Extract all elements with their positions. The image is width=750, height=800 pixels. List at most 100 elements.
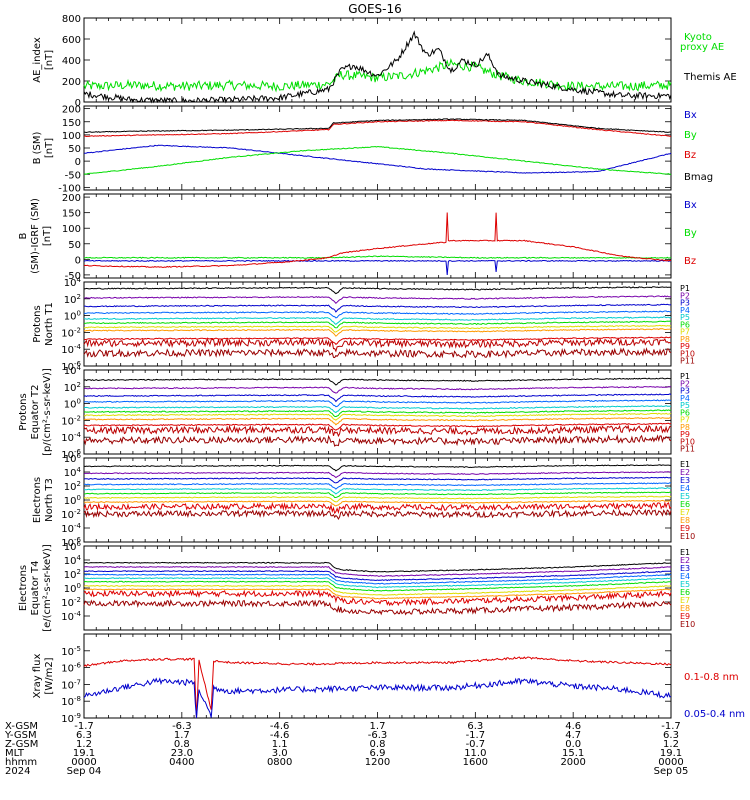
y-tick-label: 10-4 — [61, 431, 81, 444]
legend-e7: E7 — [680, 508, 690, 517]
footer-value: 1.7 — [370, 721, 386, 732]
legend-kyoto: Kyoto — [684, 32, 712, 43]
legend-bx: Bx — [684, 110, 697, 121]
series-e6 — [83, 491, 672, 498]
panel-frame-5 — [83, 457, 672, 543]
series-bx — [83, 144, 672, 174]
series-p2 — [83, 385, 672, 394]
y-tick-label: 50 — [68, 240, 81, 251]
footer-row-label: Z-GSM — [5, 739, 38, 750]
series-kyoto-ae — [83, 58, 672, 93]
legend-bz: Bz — [684, 256, 696, 267]
y-tick-label: 10-7 — [61, 678, 81, 691]
series-e7 — [83, 584, 672, 596]
y-tick-label: -100 — [58, 183, 81, 194]
footer-value: 6.3 — [467, 721, 483, 732]
legend-e9: E9 — [680, 524, 690, 533]
footer-value: 4.6 — [565, 721, 581, 732]
series-e1 — [83, 561, 671, 573]
y-tick-label: 200 — [62, 105, 81, 116]
legend-e10: E10 — [680, 532, 695, 541]
footer-value: -0.7 — [466, 739, 486, 750]
legend-e8: E8 — [680, 604, 690, 613]
y-tick-label: 10-2 — [61, 414, 81, 427]
footer-value: 1.2 — [663, 739, 679, 750]
legend-p1: P1 — [680, 372, 690, 381]
series-p5 — [83, 405, 672, 414]
series-p3 — [83, 393, 672, 403]
ylabel-text: [p/(cm²-s-sr-keV)] — [42, 368, 53, 456]
y-tick-label: 10-2 — [61, 508, 81, 521]
legend-e9: E9 — [680, 612, 690, 621]
y-tick-label: 10-4 — [61, 522, 81, 535]
y-tick-label: 102 — [64, 293, 81, 306]
footer-value: 1600 — [463, 757, 488, 768]
series-e1 — [83, 464, 671, 472]
series-e10 — [83, 598, 672, 616]
y-tick-label: 200 — [62, 77, 81, 88]
series-p1 — [83, 377, 672, 386]
legend-e2: E2 — [680, 468, 690, 477]
y-tick-label: 10-6 — [61, 662, 81, 675]
legend-xray-long: 0.1-0.8 nm — [684, 672, 739, 683]
legend-e4: E4 — [680, 572, 690, 581]
series-e5 — [84, 487, 672, 495]
legend-e3: E3 — [680, 476, 690, 485]
y-tick-label: 150 — [62, 209, 81, 220]
series-e4 — [84, 482, 672, 490]
footer-value: 1.2 — [76, 739, 92, 750]
legend-e3: E3 — [680, 564, 690, 573]
legend-kyoto: proxy AE — [680, 42, 724, 53]
y-tick-label: 0 — [75, 255, 81, 266]
series-p6 — [83, 409, 672, 418]
footer-value: -6.3 — [368, 730, 388, 741]
legend-e2: E2 — [680, 556, 690, 565]
y-tick-label: 10-2 — [61, 326, 81, 339]
footer-value: 0800 — [267, 757, 292, 768]
legend-e6: E6 — [680, 500, 690, 509]
legend-xray-short: 0.05-0.4 nm — [684, 709, 745, 720]
ylabel-text: AE_index — [32, 37, 43, 83]
legend-p7: P7 — [680, 328, 690, 337]
legend-p6: P6 — [680, 408, 690, 417]
series-e2 — [83, 471, 672, 479]
y-tick-label: 102 — [64, 381, 81, 394]
footer-value: -1.7 — [661, 721, 681, 732]
ylabel-text: Protons — [18, 393, 29, 430]
series-p8 — [83, 416, 672, 426]
y-tick-label: 0 — [75, 98, 81, 109]
series-diff-bz — [83, 212, 672, 268]
y-tick-label: 600 — [62, 35, 81, 46]
footer-value: -4.6 — [270, 721, 290, 732]
footer-value: 0000 — [658, 757, 683, 768]
y-tick-label: 100 — [62, 131, 81, 142]
series-p1 — [83, 286, 672, 295]
legend-e5: E5 — [680, 580, 690, 589]
footer-value: 0.8 — [370, 739, 386, 750]
y-tick-label: 200 — [62, 193, 81, 204]
ylabel-text: [nT] — [42, 226, 53, 246]
ylabel-text: Electrons — [18, 565, 29, 611]
footer-row-label: Y-GSM — [4, 730, 37, 741]
footer-value: 0000 — [71, 757, 96, 768]
series-e2 — [83, 565, 672, 577]
series-p10 — [83, 337, 672, 353]
y-tick-label: 0 — [75, 157, 81, 168]
legend-p9: P9 — [680, 342, 690, 351]
series-xray-long — [83, 656, 672, 719]
y-tick-label: -50 — [65, 170, 81, 181]
panel-ylabel-6: Electrons Equator T4 [e/(cm²-s-sr-keV)] — [18, 544, 53, 632]
series-p8 — [83, 328, 672, 337]
y-tick-label: 102 — [64, 568, 81, 581]
legend-bz: Bz — [684, 150, 696, 161]
panel-ylabel-5: Electrons North T3 — [32, 477, 55, 523]
series-p9 — [83, 422, 672, 431]
legend-e10: E10 — [680, 620, 695, 629]
series-e8 — [83, 499, 672, 507]
legend-p2: P2 — [680, 291, 690, 300]
legend-p8: P8 — [680, 423, 690, 432]
ylabel-text: Protons — [32, 305, 43, 342]
footer-year: 2024 — [5, 766, 30, 777]
y-tick-label: 106 — [64, 540, 82, 553]
